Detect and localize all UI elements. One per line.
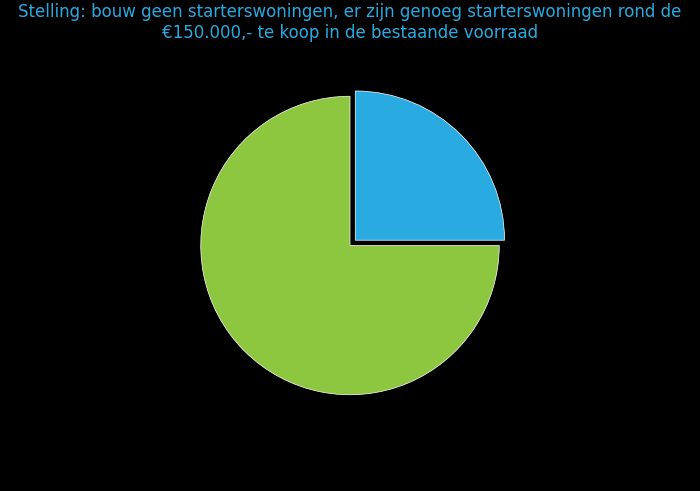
- Wedge shape: [356, 91, 505, 240]
- Title: Stelling: bouw geen starterswoningen, er zijn genoeg starterswoningen rond de
€1: Stelling: bouw geen starterswoningen, er…: [18, 3, 682, 42]
- Wedge shape: [201, 96, 499, 395]
